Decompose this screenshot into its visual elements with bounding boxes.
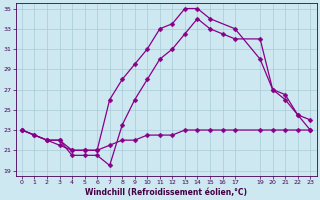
X-axis label: Windchill (Refroidissement éolien,°C): Windchill (Refroidissement éolien,°C) [85, 188, 247, 197]
